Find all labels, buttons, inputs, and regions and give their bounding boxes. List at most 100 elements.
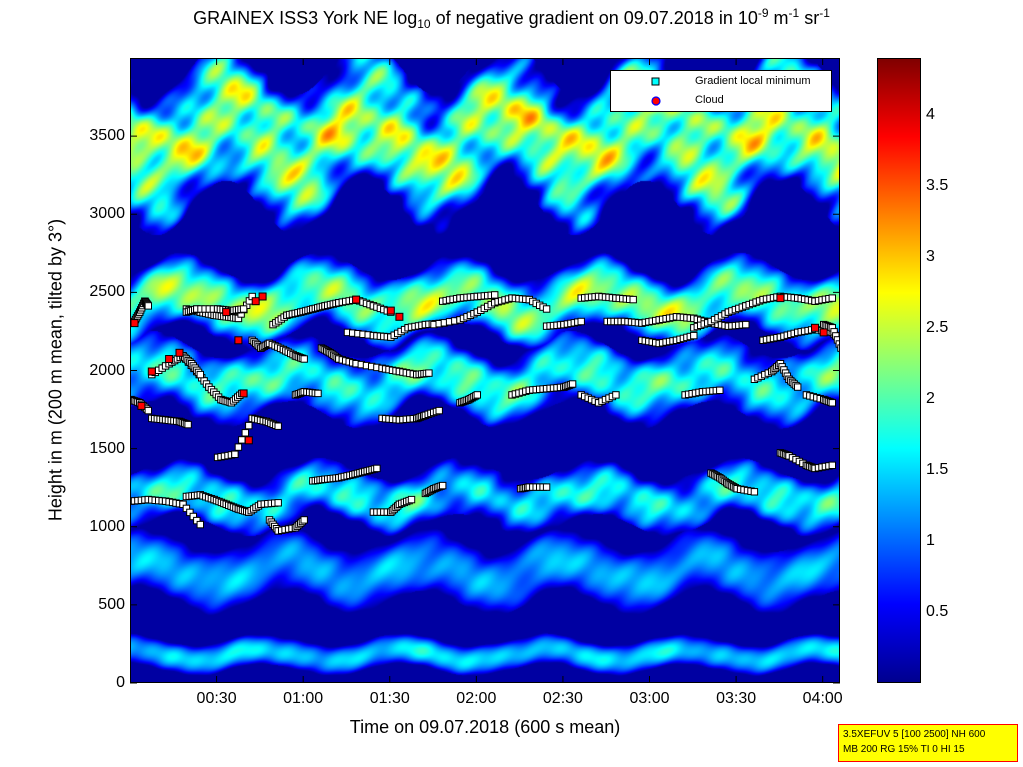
x-tick-label: 02:00 — [456, 690, 497, 707]
colorbar — [877, 58, 921, 683]
cloud-marker — [352, 295, 361, 304]
cloud-marker — [137, 401, 146, 410]
gradient-minimum-marker — [542, 305, 551, 313]
gradient-minimum-marker — [837, 344, 839, 352]
gradient-minimum-marker — [184, 420, 192, 429]
legend-item-cloud: Cloud — [611, 92, 831, 110]
gradient-minimum-marker — [241, 429, 249, 437]
x-tick-label: 02:30 — [542, 690, 583, 707]
cloud-marker — [239, 389, 248, 398]
gradient-minimum-marker — [274, 422, 282, 430]
title-exponent-2: -1 — [788, 6, 800, 20]
title-prefix: GRAINEX ISS3 York NE log — [193, 8, 418, 28]
gradient-minimum-marker — [750, 488, 759, 496]
gradient-minimum-marker — [231, 450, 239, 459]
gradient-minimum-marker — [196, 370, 204, 379]
title-prefix-subscript: 10 — [417, 17, 431, 31]
gradient-minimum-marker — [439, 481, 447, 490]
colorbar-tick-label: 3.5 — [926, 176, 949, 194]
gradient-minimum-marker — [629, 295, 637, 304]
gradient-minimum-marker — [742, 320, 750, 329]
gradient-minimum-marker — [794, 383, 802, 391]
gradient-minimum-marker — [407, 495, 416, 504]
gradient-minimum-marker — [716, 386, 724, 395]
gradient-minimum-marker — [234, 443, 243, 451]
cloud-marker — [811, 323, 819, 332]
gradient-minimum-marker — [828, 399, 836, 407]
cloud-marker — [395, 312, 404, 321]
gradient-minimum-marker — [690, 331, 698, 340]
y-tick-label: 1500 — [89, 439, 125, 457]
gradient-minimum-marker — [245, 421, 253, 430]
x-tick-label: 04:00 — [802, 690, 843, 707]
gradient-minimum-marker — [314, 389, 322, 398]
y-tick-label: 2500 — [89, 283, 125, 301]
y-tick-label: 3500 — [89, 127, 125, 145]
cloud-marker — [244, 436, 253, 445]
marker-layer — [131, 291, 839, 535]
colorbar-tick-label: 2.5 — [926, 318, 949, 336]
colorbar-tick-label: 1 — [926, 531, 935, 549]
legend-label-gradient: Gradient local minimum — [695, 75, 811, 87]
colorbar-tick-label: 4 — [926, 105, 935, 123]
y-tick-label: 2000 — [89, 361, 125, 379]
chart-title: GRAINEX ISS3 York NE log10 of negative g… — [0, 6, 1023, 31]
legend-item-gradient: Gradient local minimum — [611, 73, 831, 91]
title-exponent-1: -9 — [757, 6, 769, 20]
gradient-minimum-marker — [300, 355, 308, 363]
heatmap-image — [131, 59, 839, 682]
legend-cloud-marker-icon — [651, 96, 661, 106]
colorbar-tick-label: 0.5 — [926, 602, 949, 620]
gradient-minimum-marker — [425, 369, 433, 377]
cloud-marker — [234, 336, 243, 345]
cloud-marker — [165, 355, 174, 363]
gradient-minimum-marker — [568, 380, 577, 388]
title-unit-2: sr — [799, 8, 820, 28]
title-exponent-3: -1 — [819, 6, 830, 20]
legend-label-cloud: Cloud — [695, 94, 724, 106]
gradient-minimum-marker — [435, 406, 443, 415]
gradient-minimum-marker — [835, 340, 839, 348]
gradient-minimum-marker — [274, 499, 282, 507]
gradient-minimum-marker — [542, 483, 551, 491]
settings-stamp: 3.5XEFUV 5 [100 2500] NH 600 MB 200 RG 1… — [838, 724, 1018, 762]
gradient-minimum-marker — [828, 461, 836, 470]
cloud-marker — [776, 294, 785, 303]
colorbar-tick-label: 2 — [926, 389, 935, 407]
legend-square-marker-icon — [651, 77, 660, 86]
y-tick-label: 3000 — [89, 205, 125, 223]
legend: Gradient local minimum Cloud — [610, 70, 832, 112]
y-tick-label: 500 — [98, 595, 125, 613]
x-tick-label: 03:00 — [629, 690, 670, 707]
gradient-minimum-marker — [238, 436, 246, 444]
gradient-minimum-marker — [300, 516, 308, 524]
gradient-minimum-marker — [144, 302, 153, 310]
cloud-marker — [251, 297, 260, 306]
x-axis-label: Time on 09.07.2018 (600 s mean) — [349, 717, 621, 737]
cloud-marker — [258, 292, 267, 301]
gradient-minimum-marker — [612, 391, 620, 399]
title-unit-1: m — [768, 8, 789, 28]
title-middle: of negative gradient on 09.07.2018 in 10 — [430, 8, 758, 28]
gradient-minimum-marker — [239, 305, 248, 313]
cloud-marker — [147, 367, 156, 376]
gradient-minimum-marker — [144, 406, 153, 415]
colorbar-tick-label: 1.5 — [926, 460, 949, 478]
y-tick-label: 1000 — [89, 517, 125, 535]
cloud-marker — [386, 306, 395, 315]
y-axis-label: Height in m (200 m mean, tilted by 3°) — [45, 218, 66, 522]
plot-area — [130, 58, 840, 683]
stamp-line-2: MB 200 RG 15% TI 0 HI 15 — [843, 744, 965, 755]
x-tick-label: 01:00 — [283, 690, 324, 707]
x-tick-label: 01:30 — [369, 690, 410, 707]
stamp-line-1: 3.5XEFUV 5 [100 2500] NH 600 — [843, 729, 986, 740]
gradient-minimum-marker — [373, 464, 381, 473]
gradient-minimum-marker — [196, 520, 204, 529]
x-tick-label: 03:30 — [716, 690, 757, 707]
cloud-marker — [819, 328, 828, 337]
gradient-minimum-marker — [491, 291, 499, 299]
x-tick-label: 00:30 — [196, 690, 237, 707]
cloud-marker — [222, 308, 231, 317]
cloud-marker — [175, 348, 184, 357]
colorbar-tick-label: 3 — [926, 247, 935, 265]
